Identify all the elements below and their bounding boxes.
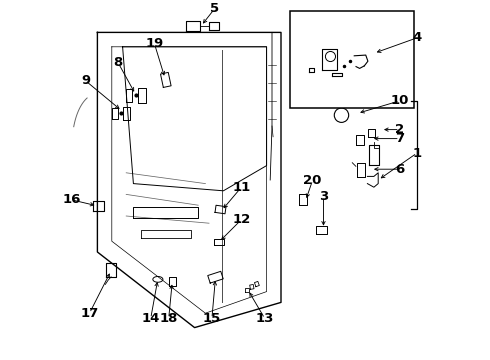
Text: 9: 9 — [81, 75, 91, 87]
Text: 12: 12 — [232, 213, 250, 226]
Text: 3: 3 — [319, 190, 328, 203]
Text: 19: 19 — [145, 37, 163, 50]
Text: 6: 6 — [395, 163, 404, 176]
Text: 10: 10 — [391, 94, 409, 107]
Text: 4: 4 — [413, 31, 422, 44]
Text: 2: 2 — [395, 123, 404, 136]
Text: 20: 20 — [303, 174, 322, 186]
Text: 5: 5 — [210, 3, 219, 15]
Text: 13: 13 — [256, 312, 274, 325]
Text: 14: 14 — [142, 312, 160, 325]
Text: 15: 15 — [203, 312, 221, 325]
Text: 11: 11 — [232, 181, 250, 194]
Bar — [290, 11, 414, 108]
Text: 17: 17 — [80, 307, 98, 320]
Text: 16: 16 — [62, 193, 81, 206]
Text: 8: 8 — [114, 57, 123, 69]
Text: 18: 18 — [159, 312, 178, 325]
Text: 7: 7 — [395, 132, 404, 145]
Text: 1: 1 — [413, 147, 421, 159]
